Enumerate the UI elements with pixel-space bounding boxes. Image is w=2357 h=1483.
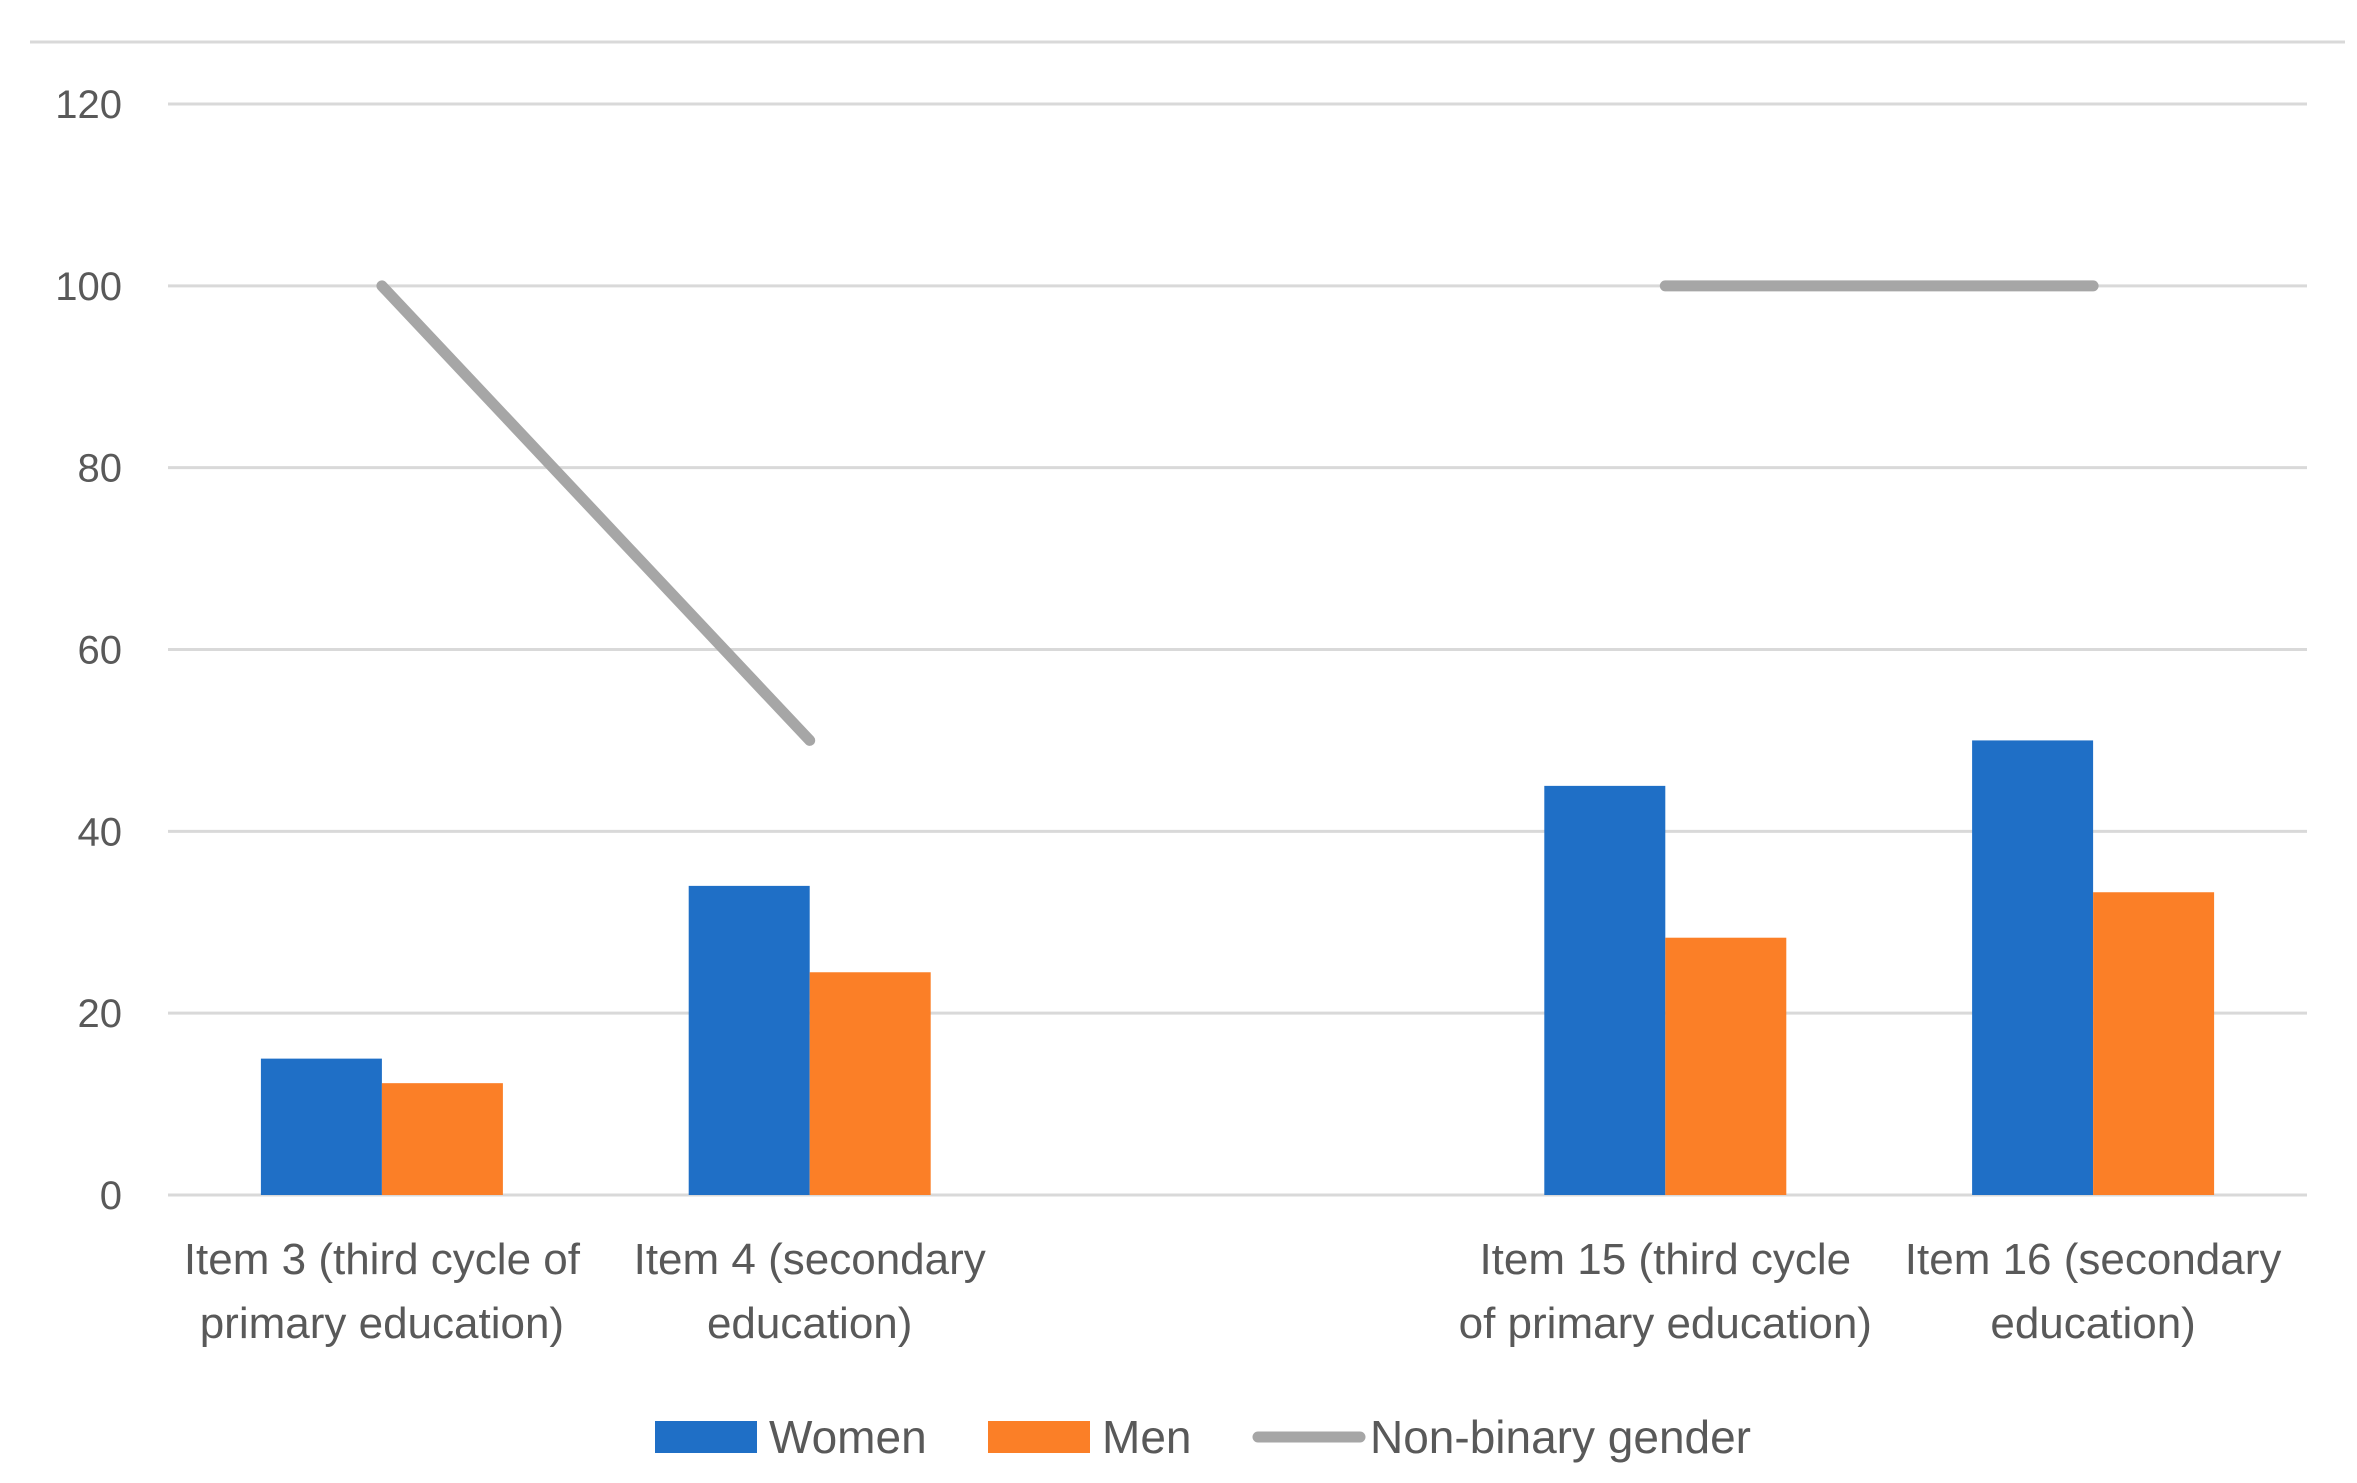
bar-men: [809, 972, 931, 1195]
legend-swatch-women: [655, 1421, 757, 1453]
line-non-binary-gender: [376, 280, 816, 746]
legend-label-non-binary-gender: Non-binary gender: [1370, 1411, 1751, 1463]
x-tick-label: education): [707, 1299, 912, 1348]
x-tick-label: primary education): [200, 1299, 564, 1348]
y-tick-label: 80: [78, 447, 123, 491]
y-tick-label: 100: [55, 265, 122, 309]
bar-women: [688, 885, 810, 1195]
bar-men: [381, 1083, 503, 1195]
bar-women: [1544, 785, 1666, 1195]
y-tick-label: 60: [78, 629, 123, 673]
y-tick-label: 0: [100, 1174, 122, 1218]
bar-women: [1972, 740, 2094, 1195]
x-tick-label: of primary education): [1459, 1299, 1872, 1348]
x-tick-label: Item 3 (third cycle of: [184, 1235, 581, 1284]
legend-swatch-men: [988, 1421, 1090, 1453]
bar-women: [260, 1058, 382, 1195]
x-tick-label: Item 15 (third cycle: [1479, 1235, 1851, 1284]
legend-label-men: Men: [1102, 1411, 1191, 1463]
x-tick-label: Item 16 (secondary: [1905, 1235, 2282, 1284]
x-tick-label: education): [1990, 1299, 2195, 1348]
x-tick-label: Item 4 (secondary: [634, 1235, 986, 1284]
bar-men: [1665, 937, 1787, 1195]
bar-men: [2093, 892, 2215, 1195]
legend-label-women: Women: [769, 1411, 927, 1463]
y-tick-label: 40: [78, 810, 123, 854]
y-tick-label: 120: [55, 83, 122, 127]
y-tick-label: 20: [78, 992, 123, 1036]
